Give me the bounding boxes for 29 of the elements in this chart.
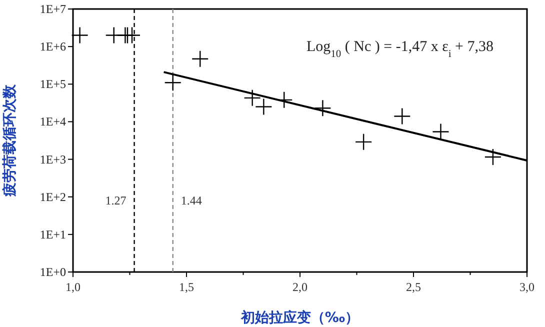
y-tick-label: 1E+7 — [40, 2, 66, 16]
y-tick-label: 1E+1 — [40, 227, 66, 242]
point — [244, 89, 261, 107]
y-tick-label: 1E+6 — [40, 40, 66, 54]
point — [71, 26, 88, 44]
y-tick-label: 1E+0 — [40, 265, 66, 279]
point — [164, 74, 182, 92]
point — [255, 98, 272, 116]
x-tick-label: 3,0 — [520, 280, 534, 294]
x-tick-label: 1,5 — [179, 280, 194, 294]
x-axis-title: 初始拉应变（‰） — [240, 309, 360, 326]
y-axis-title: 疲劳荷载循环次数 — [1, 84, 18, 198]
ref-line-label: 1.44 — [180, 193, 202, 208]
x-tick-label: 2,0 — [292, 280, 308, 294]
point — [123, 26, 141, 44]
point — [484, 148, 502, 166]
x-tick-label: 1,0 — [66, 280, 80, 294]
x-tick-label: 2,5 — [406, 280, 421, 294]
point — [354, 133, 372, 151]
y-tick-label: 1E+3 — [40, 152, 66, 166]
annotation: Log$_{10}$ ( Nc ) = -1,47 x ε$_{i}$ + 7,38 — [306, 39, 494, 60]
point — [432, 123, 450, 140]
y-tick-label: 1E+2 — [40, 190, 66, 204]
ref-line-label: 1.27 — [105, 193, 126, 208]
point — [192, 50, 209, 68]
point — [314, 100, 332, 117]
y-tick-label: 1E+4 — [40, 114, 66, 129]
y-tick-label: 1E+5 — [40, 77, 66, 92]
point — [394, 108, 411, 125]
